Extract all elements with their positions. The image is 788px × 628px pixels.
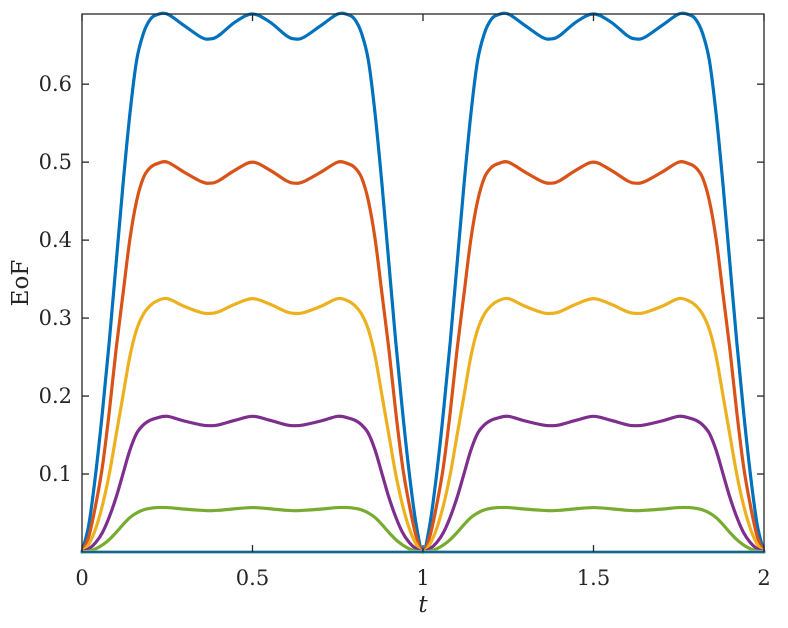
x-tick-label: 0 bbox=[75, 566, 88, 590]
x-tick-label: 1 bbox=[416, 566, 429, 590]
tick-layer bbox=[81, 14, 765, 552]
y-tick-label: 0.1 bbox=[39, 462, 72, 486]
y-tick-label: 0.6 bbox=[39, 72, 72, 96]
x-tick-label: 2 bbox=[757, 566, 770, 590]
y-tick-label: 0.3 bbox=[39, 306, 72, 330]
y-tick-label: 0.4 bbox=[39, 228, 72, 252]
y-tick-label: 0.2 bbox=[39, 384, 72, 408]
y-tick-label: 0.5 bbox=[39, 150, 72, 174]
x-tick-label: 0.5 bbox=[236, 566, 269, 590]
x-axis-label: t bbox=[418, 592, 428, 618]
tick-label-layer: 0 0.5 1 1.5 2 0.1 0.2 0.3 0.4 0.5 0.6 bbox=[39, 72, 771, 590]
y-axis-label: EoF bbox=[8, 260, 34, 307]
x-tick-label: 1.5 bbox=[577, 566, 610, 590]
